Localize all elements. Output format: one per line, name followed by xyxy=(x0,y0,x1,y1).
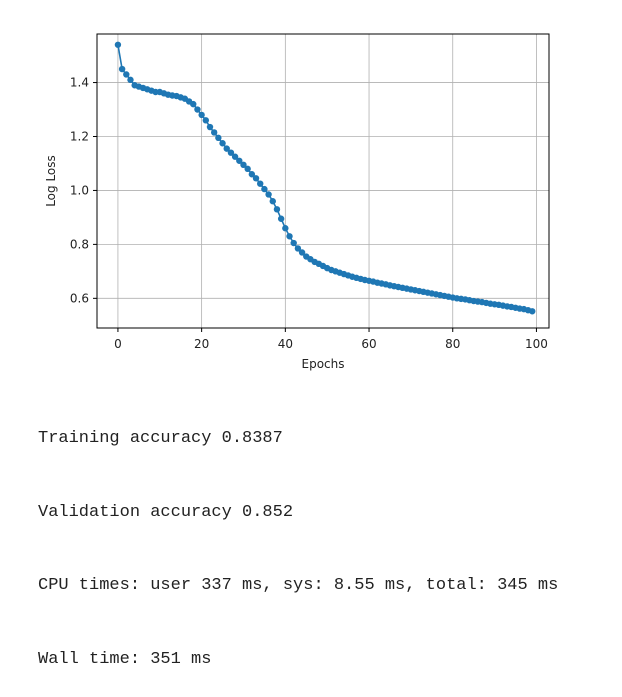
series-markers xyxy=(114,41,536,315)
data-point xyxy=(215,134,222,142)
y-axis-label: Log Loss xyxy=(44,155,58,207)
x-tick-label: 100 xyxy=(525,337,548,351)
data-point xyxy=(298,249,306,256)
data-point xyxy=(202,117,210,124)
data-point xyxy=(265,191,272,198)
x-tick-label: 20 xyxy=(194,337,209,351)
data-point xyxy=(194,106,201,113)
training-accuracy-line: Training accuracy 0.8387 xyxy=(38,429,283,448)
y-tick-label: 0.6 xyxy=(70,291,89,305)
x-tick-label: 0 xyxy=(114,337,122,351)
data-point xyxy=(231,153,239,160)
data-point xyxy=(282,225,289,232)
plot-frame xyxy=(96,33,550,329)
data-point xyxy=(123,71,130,78)
grid-lines xyxy=(97,34,549,328)
cpu-times-line: CPU times: user 337 ms, sys: 8.55 ms, to… xyxy=(38,576,559,595)
x-tick-label: 40 xyxy=(278,337,293,351)
data-point xyxy=(198,111,205,119)
data-point xyxy=(118,65,126,73)
wall-time-line: Wall time: 351 ms xyxy=(38,649,212,669)
x-tick-label: 60 xyxy=(361,337,376,351)
data-point xyxy=(294,245,302,252)
data-point xyxy=(210,129,218,136)
x-tick-label: 80 xyxy=(445,337,460,351)
data-point xyxy=(273,206,281,213)
data-point xyxy=(261,185,268,193)
data-point xyxy=(219,140,226,147)
data-point xyxy=(236,157,243,164)
y-tick-label: 1.4 xyxy=(70,76,89,90)
data-point xyxy=(240,161,247,169)
data-point xyxy=(227,149,235,156)
y-axis-ticks: 0.6 0.8 1.0 1.2 1.4 xyxy=(70,76,97,305)
data-point xyxy=(223,145,230,152)
data-point xyxy=(277,215,285,222)
data-point xyxy=(248,171,256,178)
data-point xyxy=(290,239,297,247)
data-point xyxy=(244,165,251,173)
series-line xyxy=(117,44,533,313)
y-tick-label: 1.0 xyxy=(70,183,89,197)
data-point xyxy=(257,180,264,187)
data-point xyxy=(286,233,293,240)
data-point xyxy=(127,76,134,84)
y-tick-label: 1.2 xyxy=(70,129,89,143)
loss-chart: 0 20 40 60 80 100 0.6 0.8 1.0 1.2 1.4 Epochs Log … xyxy=(44,33,550,371)
y-tick-label: 0.8 xyxy=(70,237,89,251)
data-point xyxy=(252,175,260,182)
data-point xyxy=(269,198,276,205)
data-point xyxy=(529,308,536,315)
cell-output: Training accuracy 0.8387 Validation accu… xyxy=(38,378,558,697)
data-point xyxy=(114,41,122,48)
x-axis-label: Epochs xyxy=(302,357,345,371)
validation-accuracy-line: Validation accuracy 0.852 xyxy=(38,502,294,522)
x-axis-ticks: 0 20 40 60 80 100 xyxy=(114,328,548,351)
data-point xyxy=(206,123,214,131)
data-point xyxy=(190,100,197,108)
